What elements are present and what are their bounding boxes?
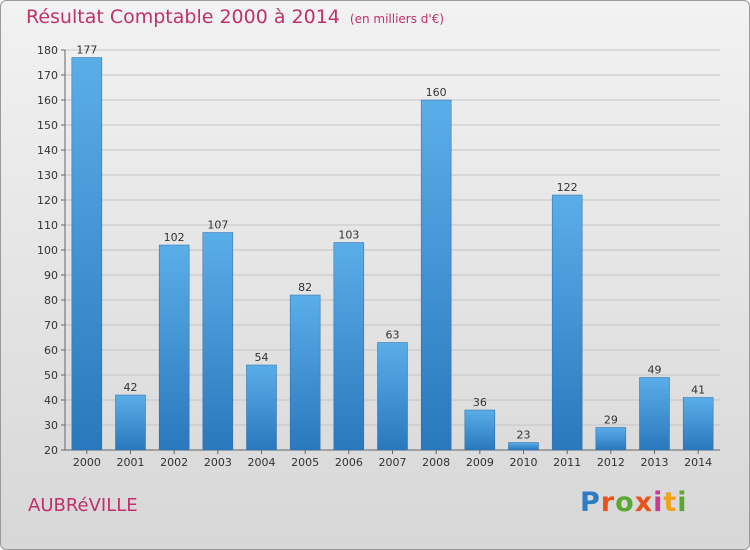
y-tick-label: 120 <box>37 194 58 207</box>
bar-2011 <box>551 194 583 451</box>
y-tick-label: 180 <box>37 44 58 57</box>
value-label-2008: 160 <box>426 86 447 99</box>
y-tick-label: 100 <box>37 244 58 257</box>
y-tick-label: 160 <box>37 94 58 107</box>
bars <box>71 57 714 451</box>
bar-2014 <box>682 397 714 451</box>
logo-letter: r <box>600 487 616 518</box>
value-label-2003: 107 <box>207 219 228 232</box>
value-label-2014: 41 <box>691 384 705 397</box>
x-tick-label-2010: 2010 <box>510 456 538 469</box>
value-label-2011: 122 <box>557 181 578 194</box>
value-label-2007: 63 <box>386 329 400 342</box>
logo-letter: i <box>653 487 664 518</box>
y-tick-label: 150 <box>37 119 58 132</box>
x-tick-label-2005: 2005 <box>291 456 319 469</box>
chart-title: Résultat Comptable 2000 à 2014 (en millie… <box>26 6 444 28</box>
proxiti-logo[interactable]: Proxiti <box>580 487 688 518</box>
logo-letter: P <box>580 487 601 518</box>
value-label-2000: 177 <box>76 44 97 57</box>
bar-2002 <box>158 244 190 451</box>
y-tick-label: 90 <box>44 269 58 282</box>
logo-letter: i <box>677 487 688 518</box>
x-tick-label-2012: 2012 <box>597 456 625 469</box>
bar-2010 <box>508 442 539 451</box>
x-tick-label-2000: 2000 <box>73 456 101 469</box>
chart-title-text: Résultat Comptable 2000 à 2014 <box>26 6 340 28</box>
y-tick-label: 70 <box>44 319 58 332</box>
y-tick-label: 20 <box>44 444 58 457</box>
x-tick-label-2009: 2009 <box>466 456 494 469</box>
y-tick-label: 50 <box>44 369 58 382</box>
x-tick-label-2011: 2011 <box>553 456 581 469</box>
commune-name: AUBRéVILLE <box>28 495 138 516</box>
bar-2000 <box>71 57 103 451</box>
bar-2012 <box>595 427 627 451</box>
y-tick-label: 80 <box>44 294 58 307</box>
y-tick-label: 60 <box>44 344 58 357</box>
x-tick-label-2008: 2008 <box>422 456 450 469</box>
x-tick-label-2003: 2003 <box>204 456 232 469</box>
y-tick-label: 30 <box>44 419 58 432</box>
x-tick-label-2014: 2014 <box>684 456 712 469</box>
bar-2008 <box>420 99 452 451</box>
x-tick-label-2013: 2013 <box>641 456 669 469</box>
value-label-2012: 29 <box>604 414 618 427</box>
bar-2009 <box>464 409 496 451</box>
y-tick-label: 40 <box>44 394 58 407</box>
bar-2003 <box>202 232 234 451</box>
bar-2013 <box>639 377 670 451</box>
y-tick-label: 140 <box>37 144 58 157</box>
value-label-2010: 23 <box>517 429 531 442</box>
y-tick-label: 130 <box>37 169 58 182</box>
bar-2006 <box>333 242 365 451</box>
value-label-2001: 42 <box>124 381 138 394</box>
logo-letter: t <box>663 487 678 518</box>
x-tick-label-2002: 2002 <box>160 456 188 469</box>
logo-letter: x <box>634 487 654 518</box>
value-label-2005: 82 <box>298 281 312 294</box>
value-label-2006: 103 <box>338 229 359 242</box>
value-label-2009: 36 <box>473 396 487 409</box>
y-tick-label: 170 <box>37 69 58 82</box>
bar-2001 <box>115 394 146 451</box>
value-label-2004: 54 <box>255 351 269 364</box>
labels: 177 2000 42 2001 102 2002 107 2003 54 2004 82 2005 1… <box>73 44 712 470</box>
y-tick-label: 110 <box>37 219 58 232</box>
bar-2005 <box>289 294 321 451</box>
bar-2004 <box>246 364 277 451</box>
x-tick-label-2001: 2001 <box>117 456 145 469</box>
x-tick-label-2007: 2007 <box>379 456 407 469</box>
logo-letter: o <box>615 487 635 518</box>
x-tick-label-2004: 2004 <box>248 456 276 469</box>
x-tick-label-2006: 2006 <box>335 456 363 469</box>
chart-subtitle: (en milliers d'€) <box>349 12 445 26</box>
bar-2007 <box>377 342 408 451</box>
value-label-2013: 49 <box>648 364 662 377</box>
value-label-2002: 102 <box>164 231 185 244</box>
